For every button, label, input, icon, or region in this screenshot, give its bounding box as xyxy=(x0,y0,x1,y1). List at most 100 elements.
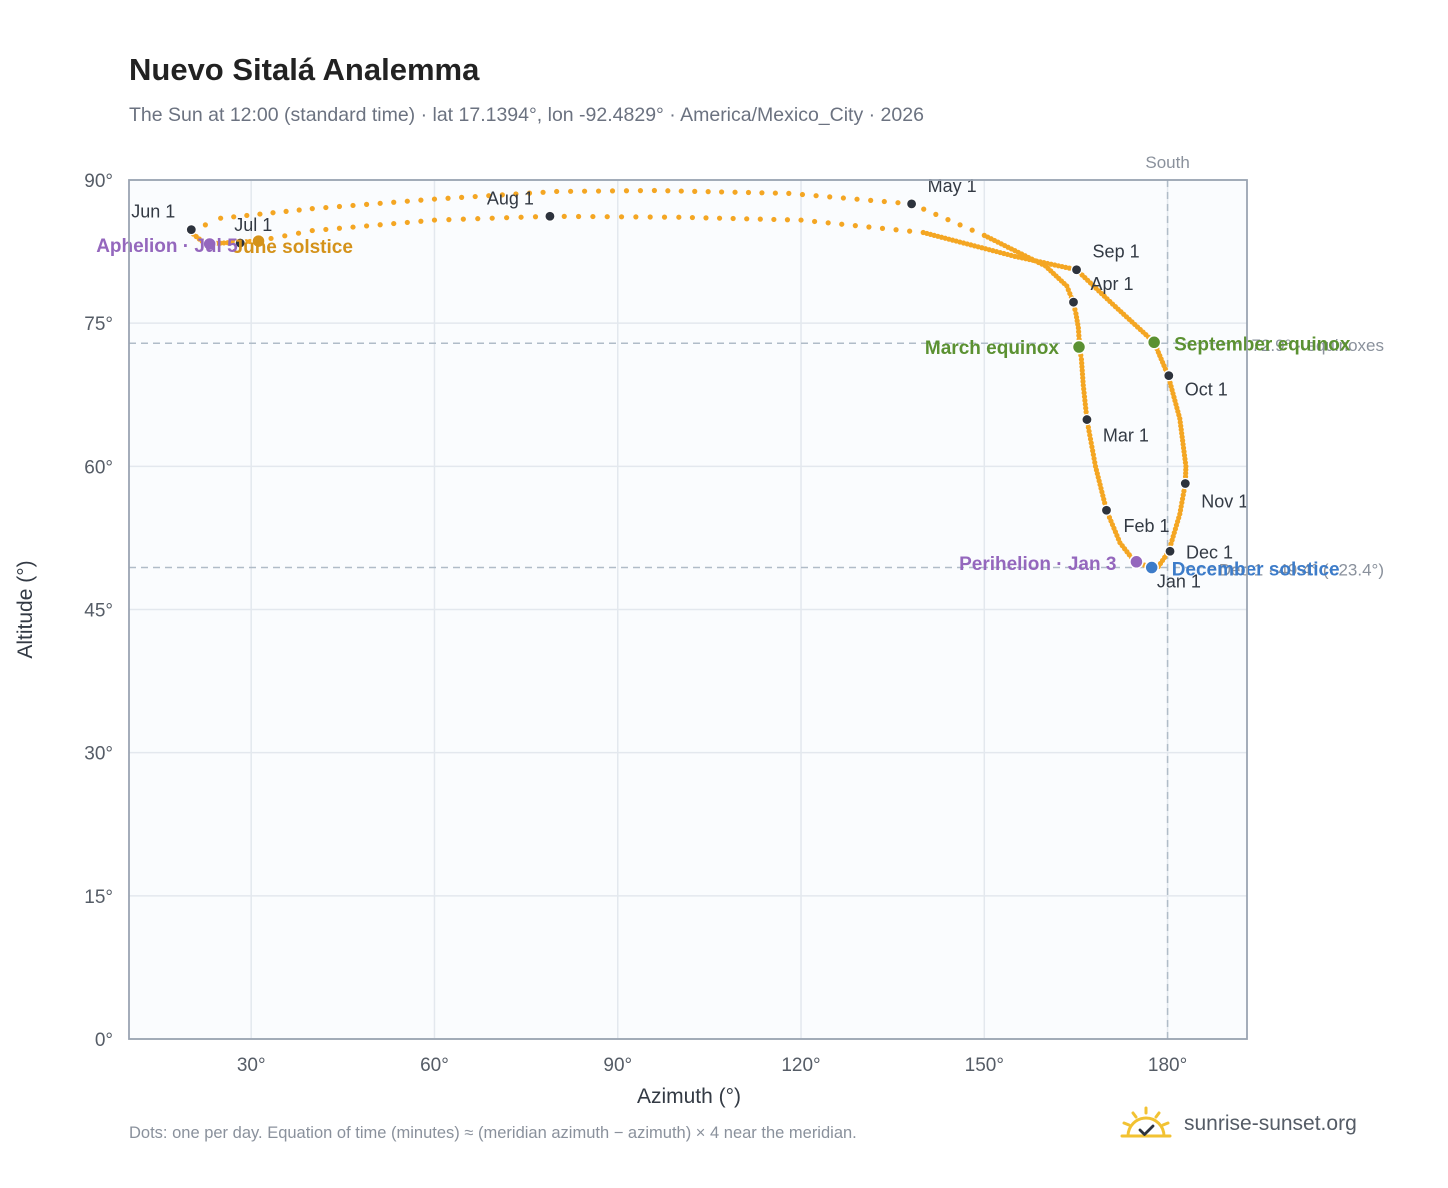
daily-dot xyxy=(1082,401,1088,407)
daily-dot xyxy=(391,220,397,227)
daily-dot xyxy=(590,213,596,220)
daily-dot xyxy=(363,201,370,207)
month-marker xyxy=(544,210,556,222)
month-marker xyxy=(185,224,197,236)
daily-dot xyxy=(1078,356,1085,363)
daily-dot xyxy=(852,223,858,229)
daily-dot xyxy=(1092,463,1099,469)
x-tick-label: 90° xyxy=(603,1055,632,1076)
x-tick-label: 180° xyxy=(1148,1055,1187,1076)
y-axis-label: Altitude (°) xyxy=(14,560,37,658)
daily-dot xyxy=(554,188,560,195)
event-label: December solstice xyxy=(1172,560,1340,581)
daily-dot xyxy=(270,210,276,216)
daily-dot xyxy=(1086,428,1092,434)
daily-dot xyxy=(268,235,274,242)
daily-dot xyxy=(1083,409,1089,415)
daily-dot xyxy=(202,222,208,228)
daily-dot xyxy=(893,227,899,233)
month-label: Sep 1 xyxy=(1093,242,1140,262)
daily-dot xyxy=(933,211,939,217)
y-tick-label: 30° xyxy=(84,744,113,765)
brand[interactable]: sunrise-sunset.org xyxy=(1120,1104,1357,1144)
daily-dot xyxy=(881,198,887,205)
daily-dot xyxy=(1089,444,1095,450)
event-marker xyxy=(1146,335,1162,350)
x-tick-label: 150° xyxy=(965,1055,1004,1076)
reference-label: 72.9° · equinoxes xyxy=(1252,336,1385,355)
daily-dot xyxy=(633,214,639,220)
y-tick-label: 0° xyxy=(95,1030,113,1051)
event-label: September equinox xyxy=(1174,334,1351,355)
event-label: March equinox xyxy=(925,338,1060,359)
daily-dot xyxy=(744,216,750,222)
daily-dot xyxy=(771,216,777,223)
month-marker xyxy=(1081,413,1093,426)
daily-dot xyxy=(418,218,424,224)
daily-dot xyxy=(1073,311,1079,317)
daily-dot xyxy=(296,207,302,213)
daily-dot xyxy=(945,217,951,223)
daily-dot xyxy=(799,191,806,198)
month-label: Aug 1 xyxy=(487,188,534,208)
month-label: Mar 1 xyxy=(1103,426,1149,446)
daily-dot xyxy=(907,228,913,234)
month-marker xyxy=(1067,296,1080,308)
daily-dot xyxy=(526,190,533,196)
daily-dot xyxy=(404,198,410,204)
month-marker xyxy=(1100,504,1113,516)
daily-dot xyxy=(244,212,250,219)
daily-dot xyxy=(618,214,625,220)
daily-dot xyxy=(1072,306,1078,313)
daily-dot xyxy=(637,188,644,194)
daily-dot xyxy=(257,211,263,217)
daily-dot xyxy=(1081,390,1087,396)
month-label: Jun 1 xyxy=(131,202,175,222)
daily-dot xyxy=(1087,432,1093,438)
daily-dot xyxy=(218,215,224,221)
daily-dot xyxy=(504,215,510,221)
event-label: Perihelion · Jan 3 xyxy=(959,554,1116,575)
daily-dot xyxy=(475,216,481,222)
daily-dot xyxy=(825,220,831,226)
month-label: Jan 1 xyxy=(1157,572,1201,592)
daily-dot xyxy=(745,189,752,196)
y-tick-label: 90° xyxy=(84,171,113,192)
daily-dot xyxy=(921,206,927,212)
daily-dot xyxy=(445,195,451,201)
daily-dot xyxy=(732,189,738,195)
month-label: Apr 1 xyxy=(1090,274,1133,294)
daily-dot xyxy=(540,189,546,195)
daily-dot xyxy=(561,213,567,219)
daily-dot xyxy=(813,193,819,199)
daily-dot xyxy=(1081,394,1088,400)
daily-dot xyxy=(283,208,289,214)
daily-dot xyxy=(676,214,682,220)
daily-dot xyxy=(225,240,231,246)
plot-frame xyxy=(128,179,1248,1040)
daily-dot xyxy=(811,218,818,225)
daily-dot xyxy=(486,193,492,199)
daily-dot xyxy=(784,217,791,223)
daily-dot xyxy=(827,194,833,200)
daily-dot xyxy=(513,191,519,197)
daily-dot xyxy=(716,215,723,221)
daily-dot xyxy=(518,214,524,220)
month-marker xyxy=(1179,477,1191,490)
daily-dot xyxy=(217,240,223,246)
brand-name[interactable]: sunrise-sunset.org xyxy=(1184,1112,1357,1135)
y-tick-label: 60° xyxy=(84,457,113,478)
daily-dot xyxy=(678,188,684,194)
daily-dot xyxy=(786,190,792,196)
daily-dot xyxy=(446,217,452,223)
daily-dot xyxy=(839,221,845,227)
daily-dot xyxy=(431,196,438,202)
daily-dot xyxy=(1082,397,1088,404)
daily-dot xyxy=(661,214,668,220)
daily-dot xyxy=(868,197,874,203)
daily-dot xyxy=(1087,436,1094,442)
event-marker xyxy=(1144,560,1159,575)
chart-title: Nuevo Sitalá Analemma xyxy=(129,52,480,87)
daily-dot xyxy=(609,188,616,194)
